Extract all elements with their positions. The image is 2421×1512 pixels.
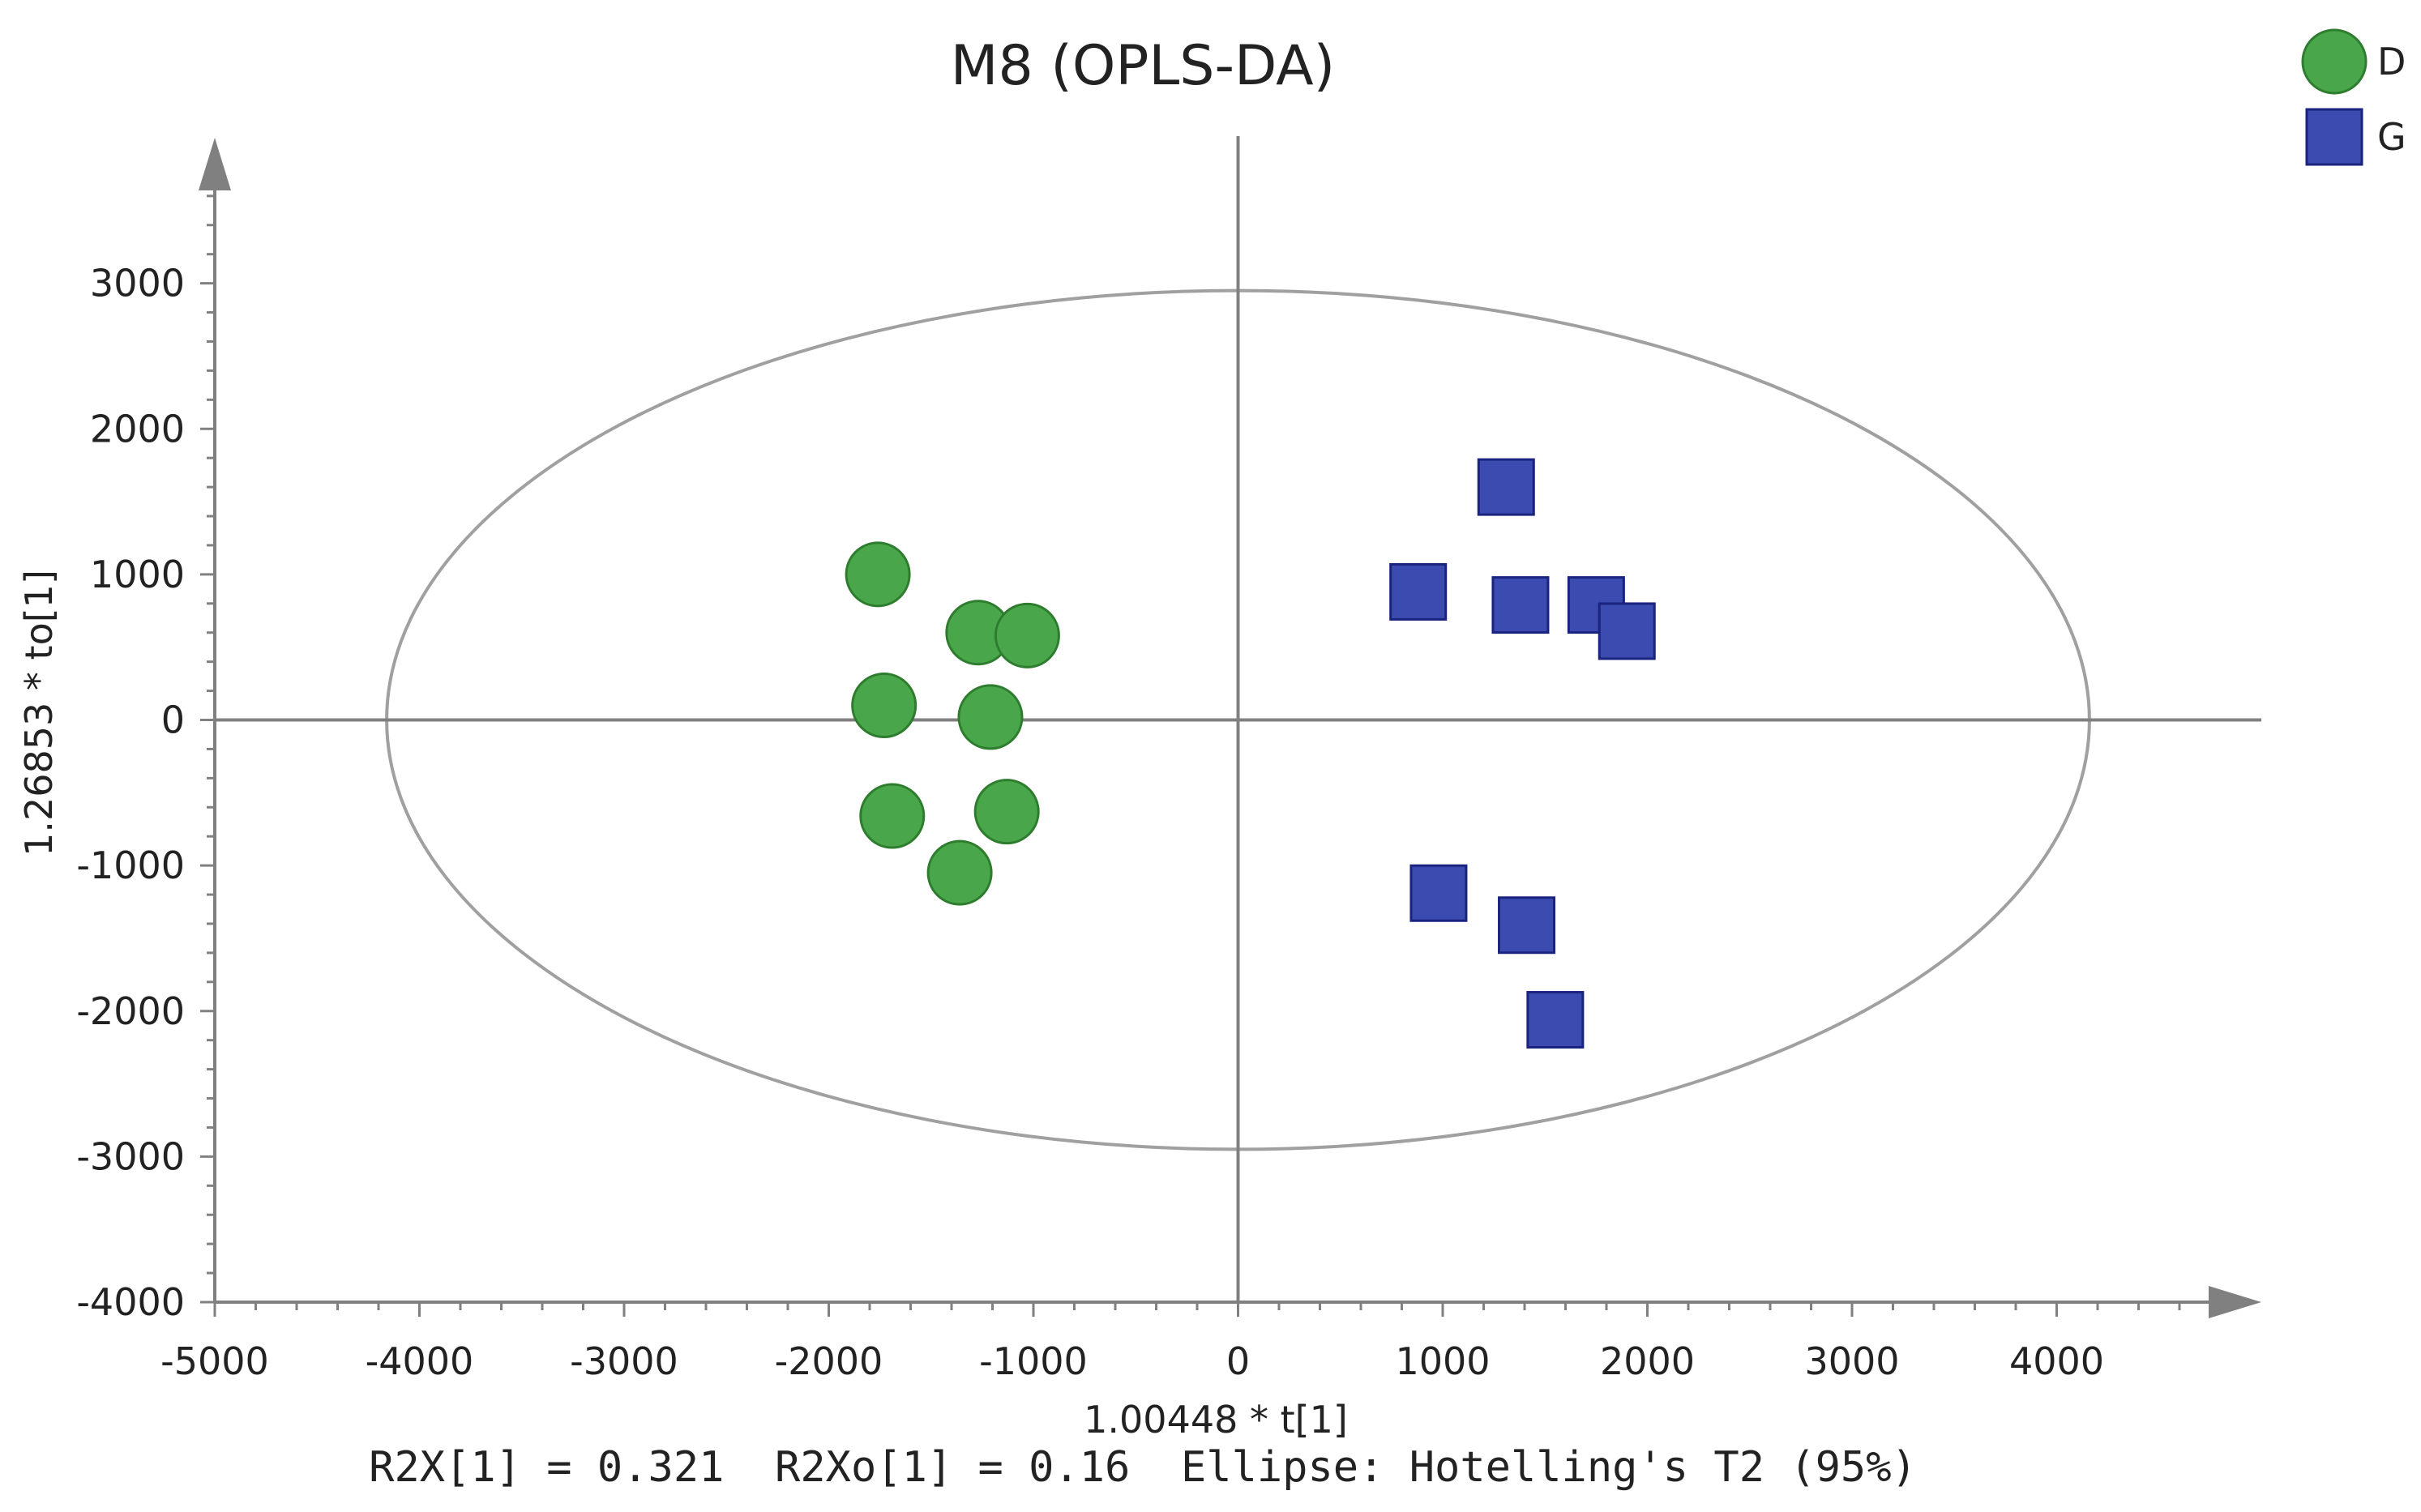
point-g xyxy=(1526,991,1585,1049)
point-g xyxy=(1409,864,1468,922)
point-g xyxy=(1598,602,1656,660)
y-axis-label: 1.26853 * to[1] xyxy=(17,570,61,856)
x-tick-label: -5000 xyxy=(160,1339,269,1383)
point-d xyxy=(926,839,993,906)
point-d xyxy=(973,779,1040,845)
point-g xyxy=(1477,458,1535,516)
point-d xyxy=(859,783,926,849)
data-points xyxy=(845,458,1656,1049)
x-tick-label: -3000 xyxy=(570,1339,678,1383)
y-tick-label: 2000 xyxy=(90,407,185,451)
x-tick-label: 3000 xyxy=(1804,1339,1899,1383)
x-tick-label: 0 xyxy=(1226,1339,1250,1383)
point-d xyxy=(957,684,1024,750)
x-axis-arrow xyxy=(2209,1286,2261,1318)
point-d xyxy=(851,673,917,739)
y-tick-label: 0 xyxy=(161,698,185,742)
point-g xyxy=(1389,562,1448,621)
point-g xyxy=(1498,896,1556,955)
legend-marker-d xyxy=(2301,28,2368,95)
y-tick-label: 3000 xyxy=(90,262,185,305)
x-tick-label: -4000 xyxy=(366,1339,474,1383)
chart-title: M8 (OPLS-DA) xyxy=(951,34,1335,98)
axes: -5000 -4000 -3000 -2000 -1000 0 1000 2000 3000 40… xyxy=(76,136,2261,1383)
point-d xyxy=(845,541,911,608)
point-g xyxy=(1491,576,1550,634)
y-tick-label: -3000 xyxy=(76,1134,185,1178)
y-axis-arrow xyxy=(199,138,231,190)
legend-marker-g xyxy=(2305,108,2363,166)
x-axis-label: 1.00448 * t[1] xyxy=(1084,1398,1348,1442)
y-tick-label: -1000 xyxy=(76,844,185,887)
x-tick-label: 4000 xyxy=(2009,1339,2104,1383)
legend: DG xyxy=(2301,28,2406,166)
y-tick-label: -4000 xyxy=(76,1280,185,1324)
model-summary: R2X[1] = 0.321 R2Xo[1] = 0.16 Ellipse: H… xyxy=(369,1443,1917,1492)
legend-label-g: G xyxy=(2377,115,2406,159)
x-tick-label: -2000 xyxy=(775,1339,883,1383)
y-tick-label: -2000 xyxy=(76,989,185,1033)
y-tick-label: 1000 xyxy=(90,553,185,596)
point-d xyxy=(994,602,1060,668)
x-tick-label: 1000 xyxy=(1395,1339,1490,1383)
x-tick-label: -1000 xyxy=(979,1339,1088,1383)
x-tick-label: 2000 xyxy=(1600,1339,1695,1383)
legend-label-d: D xyxy=(2377,40,2406,83)
